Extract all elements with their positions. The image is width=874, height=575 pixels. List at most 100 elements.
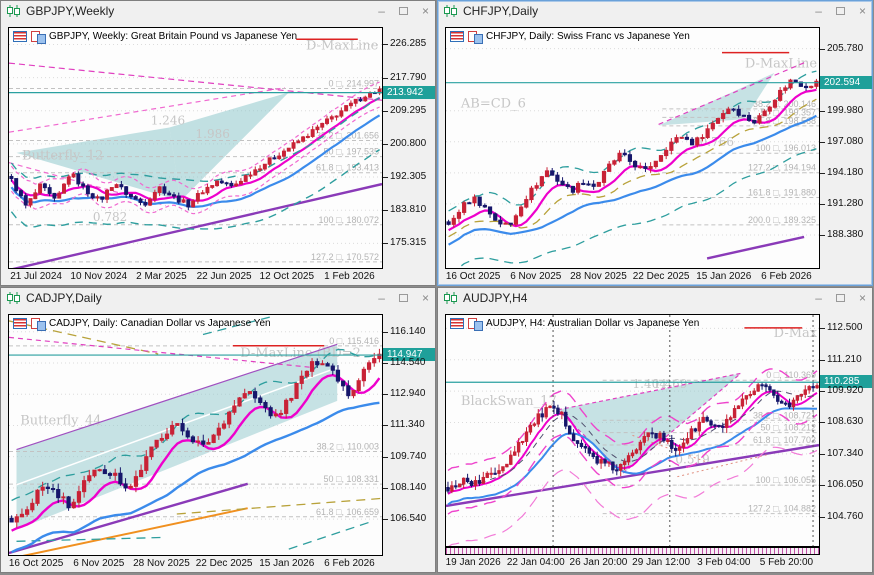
- candle-body: [138, 469, 144, 478]
- maximize-button[interactable]: [835, 7, 845, 15]
- candle-body: [493, 472, 497, 475]
- mini-chart-icon[interactable]: [468, 318, 483, 331]
- candle-body: [358, 98, 363, 102]
- candle-body: [570, 185, 576, 193]
- chart-plot-area[interactable]: 38.2 □, 200.146 50 □, 199.357 61.8 □, 198.…: [445, 27, 820, 269]
- candle-body: [617, 152, 622, 162]
- price-tick: 112.500: [819, 322, 863, 334]
- candle-body: [258, 397, 263, 404]
- candle-body: [741, 114, 746, 117]
- candle-body: [760, 384, 764, 387]
- candle-body: [195, 440, 201, 443]
- candle-body: [170, 424, 175, 435]
- time-tick: 6 Nov 2025: [73, 558, 125, 569]
- mini-chart-icon[interactable]: [31, 31, 46, 44]
- candle-body: [190, 436, 196, 443]
- candle-body: [732, 408, 737, 419]
- time-tick: 2 Mar 2025: [136, 271, 187, 282]
- candle-body: [503, 222, 508, 225]
- chart-window-chfjpy: CHFJPY,Daily – × 38.2 □, 200.146 50 □, 19…: [437, 0, 873, 286]
- moving-average-line: [447, 407, 817, 506]
- maximize-button[interactable]: [398, 7, 408, 15]
- minimize-button[interactable]: –: [815, 4, 822, 18]
- candle-body: [748, 393, 753, 397]
- minimize-button[interactable]: –: [815, 291, 822, 305]
- candle-body: [552, 405, 556, 409]
- candle-body: [642, 436, 646, 443]
- candle-body: [309, 361, 315, 372]
- candle-body: [186, 199, 191, 208]
- candle-body: [461, 477, 466, 485]
- window-titlebar[interactable]: AUDJPY,H4 – ×: [438, 288, 872, 308]
- candle-body: [40, 486, 45, 491]
- candle-body: [262, 163, 267, 170]
- candle-body: [185, 430, 190, 438]
- quotes-icon[interactable]: [13, 318, 27, 329]
- maximize-button[interactable]: [398, 294, 408, 302]
- candle-body: [767, 106, 772, 112]
- chart-description: CHFJPY, Daily: Swiss Franc vs Japanese Y…: [486, 31, 690, 42]
- candle-body: [658, 155, 664, 162]
- window-titlebar[interactable]: GBPJPY,Weekly – ×: [1, 1, 435, 21]
- candle-body: [247, 391, 253, 395]
- quotes-icon[interactable]: [13, 31, 27, 42]
- chart-description: AUDJPY, H4: Australian Dollar vs Japanes…: [486, 318, 700, 329]
- candle-body: [356, 380, 361, 392]
- pattern-label: 1.469: [653, 377, 687, 391]
- time-axis: 19 Jan 2026 22 Jan 04:00 26 Jan 20:00 29 Ja…: [438, 555, 872, 571]
- maximize-button[interactable]: [835, 294, 845, 302]
- candle-body: [560, 411, 564, 415]
- candle-body: [685, 438, 690, 444]
- price-tick: 114.540: [382, 357, 426, 368]
- minimize-button[interactable]: –: [378, 4, 385, 18]
- overlay-line: [446, 443, 819, 508]
- candle-body: [361, 368, 366, 382]
- window-titlebar[interactable]: CADJPY,Daily – ×: [1, 288, 435, 308]
- overlay-line: [622, 372, 742, 474]
- candle-body: [815, 385, 819, 389]
- overlay-line: [22, 507, 248, 555]
- minimize-button[interactable]: –: [378, 291, 385, 305]
- candle-body: [556, 407, 560, 415]
- chart-plot-area[interactable]: 0 □, 115.416 38.2 □, 110.003 50 □, 108.331…: [8, 314, 383, 556]
- candle-body: [227, 411, 232, 425]
- time-tick: 26 Jan 20:00: [569, 557, 628, 568]
- pattern-label: 1.986: [196, 127, 230, 141]
- mini-chart-icon[interactable]: [468, 31, 483, 44]
- candle-body: [539, 176, 544, 187]
- candle-body: [102, 469, 107, 475]
- candle-body: [705, 416, 709, 422]
- candle-body: [159, 437, 164, 441]
- candle-body: [757, 115, 762, 124]
- quotes-icon[interactable]: [450, 31, 464, 42]
- candle-body: [30, 502, 35, 511]
- candle-body: [363, 96, 368, 102]
- close-button[interactable]: ×: [858, 291, 866, 305]
- close-button[interactable]: ×: [858, 4, 866, 18]
- candle-body: [717, 424, 721, 427]
- candle-body: [234, 183, 239, 187]
- window-title: AUDJPY,H4: [463, 291, 528, 305]
- quotes-icon[interactable]: [450, 318, 464, 329]
- candle-body: [630, 452, 635, 457]
- candle-body: [787, 402, 792, 408]
- candle-body: [152, 191, 157, 200]
- candle-body: [648, 166, 653, 169]
- candle-body: [756, 384, 760, 392]
- overlay-line: [632, 434, 708, 463]
- close-button[interactable]: ×: [421, 291, 429, 305]
- close-button[interactable]: ×: [421, 4, 429, 18]
- candle-body: [320, 122, 325, 128]
- overlay-line: [9, 482, 249, 555]
- candle-body: [148, 198, 153, 206]
- candle-body: [85, 185, 90, 195]
- candle-body: [532, 423, 537, 426]
- window-titlebar[interactable]: CHFJPY,Daily – ×: [438, 1, 872, 21]
- mini-chart-icon[interactable]: [31, 318, 46, 331]
- candle-body: [344, 105, 349, 112]
- chart-plot-area[interactable]: 0 □, 214.997 38.2 □, 201.656 50 □, 197.535…: [8, 27, 383, 269]
- time-tick: 15 Jan 2026: [259, 558, 315, 569]
- chart-plot-area[interactable]: 0 □, 110.369 38.2 □, 108.721 50 □, 108.212…: [445, 314, 820, 547]
- candle-body: [666, 439, 670, 442]
